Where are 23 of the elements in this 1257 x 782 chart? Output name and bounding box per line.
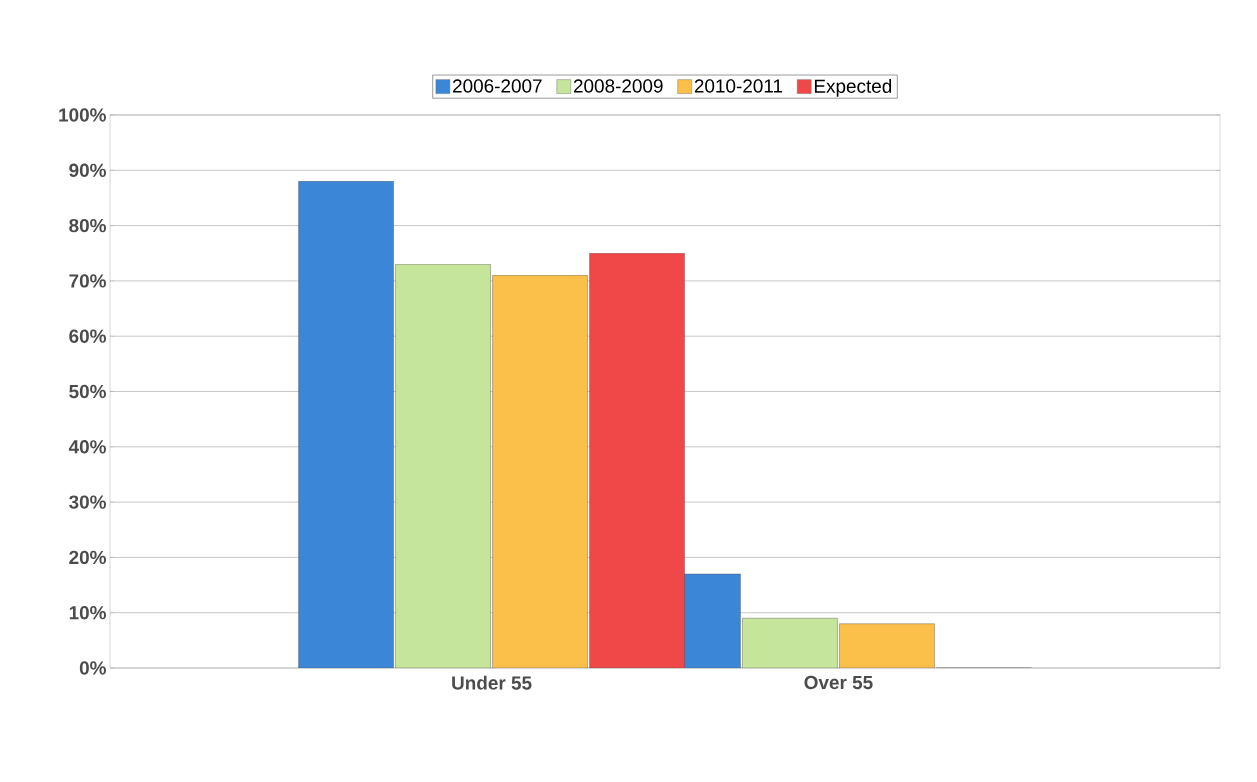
y-tick-label: 30% xyxy=(69,495,106,509)
bar xyxy=(395,264,491,668)
y-tick-label: 70% xyxy=(69,274,106,288)
y-tick-label: 20% xyxy=(69,550,106,565)
y-tick-label: 60% xyxy=(69,329,106,343)
x-tick-label: Over 55 xyxy=(804,675,873,690)
bar xyxy=(298,181,394,668)
legend-label: 2010-2011 xyxy=(694,79,783,93)
y-tick-label: 90% xyxy=(69,163,106,177)
legend-label: Expected xyxy=(814,79,892,97)
legend-label: 2008-2009 xyxy=(573,79,663,93)
y-tick-label: 80% xyxy=(69,218,106,233)
bar xyxy=(492,275,588,668)
legend-label: 2006-2007 xyxy=(453,79,542,93)
y-tick-label: 100% xyxy=(59,108,106,122)
bar xyxy=(742,618,838,668)
y-tick-label: 10% xyxy=(69,606,106,620)
y-tick-label: 40% xyxy=(68,440,106,454)
bar xyxy=(589,253,685,668)
x-tick-label: Under 55 xyxy=(452,675,532,690)
bar xyxy=(839,623,935,668)
y-tick-label: 0% xyxy=(79,661,106,675)
y-tick-label: 50% xyxy=(69,384,106,399)
